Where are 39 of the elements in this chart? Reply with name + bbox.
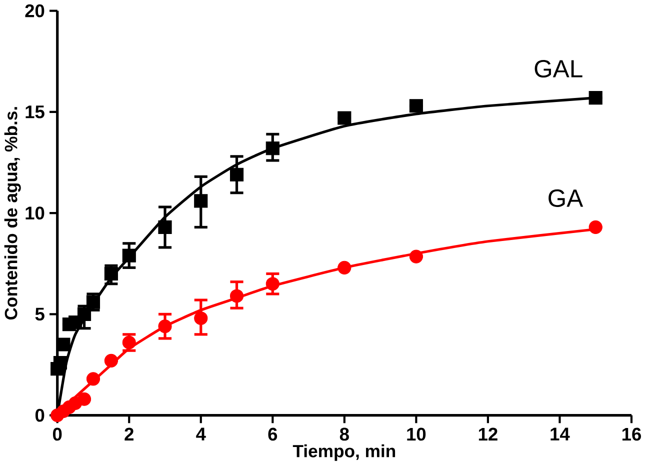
point <box>158 319 172 334</box>
point <box>194 194 208 208</box>
point <box>588 220 602 234</box>
x-tick-label: 2 <box>124 428 134 440</box>
point <box>122 248 136 262</box>
point <box>194 311 208 325</box>
point <box>230 168 244 182</box>
x-tick-label: 16 <box>622 428 641 441</box>
point <box>230 289 244 303</box>
point <box>588 90 602 104</box>
y-tick-label: 5 <box>35 308 44 320</box>
point <box>409 250 423 264</box>
x-tick-label: 4 <box>196 428 206 440</box>
point <box>266 276 280 291</box>
y-tick-label: 15 <box>26 105 44 118</box>
point <box>409 98 423 113</box>
point <box>158 220 172 234</box>
point <box>338 260 352 274</box>
point <box>104 354 118 368</box>
point <box>266 141 280 156</box>
y-tick-label: 0 <box>35 408 44 422</box>
y-tick-label: 20 <box>25 4 44 18</box>
x-tick-label: 0 <box>52 428 62 441</box>
point <box>338 111 352 125</box>
point <box>53 356 68 370</box>
series-label: GA <box>548 189 584 207</box>
point <box>56 338 70 352</box>
y-axis-title: Contenido de agua, %b.s. <box>4 107 21 320</box>
series-label: GAL <box>534 60 582 78</box>
point <box>77 392 92 406</box>
point <box>86 372 100 386</box>
x-tick-label: 8 <box>340 428 349 441</box>
point <box>104 266 118 280</box>
x-tick-label: 10 <box>407 428 426 441</box>
x-axis-title: Tiempo, min <box>292 444 396 461</box>
x-tick-label: 12 <box>478 428 498 440</box>
x-tick-label: 6 <box>268 428 278 441</box>
y-tick-label: 10 <box>26 206 44 220</box>
x-tick-label: 14 <box>550 428 570 440</box>
